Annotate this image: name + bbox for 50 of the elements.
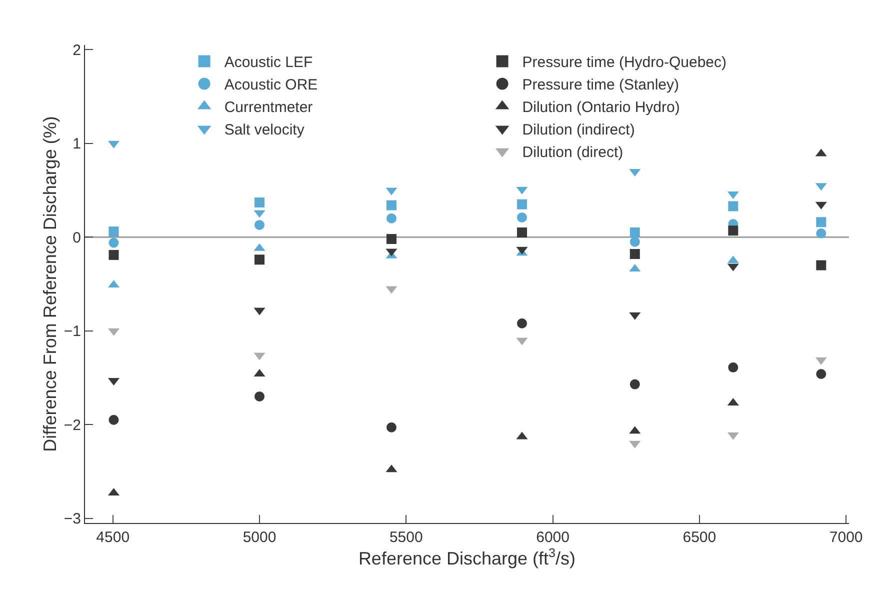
legend-label: Dilution (indirect) <box>522 122 635 139</box>
point <box>630 379 640 390</box>
x-tick-label: 7000 <box>829 529 863 546</box>
y-tick-label: −3 <box>64 510 81 528</box>
x-tick-label: 4500 <box>96 529 130 546</box>
y-tick-label: −2 <box>64 416 81 434</box>
point <box>108 238 119 248</box>
legend-label: Dilution (Ontario Hydro) <box>522 99 680 116</box>
point <box>728 226 738 236</box>
point <box>254 220 264 230</box>
point <box>728 201 738 212</box>
point <box>386 213 396 224</box>
legend-label: Dilution (direct) <box>522 144 624 162</box>
point <box>516 227 527 238</box>
point <box>728 362 738 372</box>
y-axis-title: Difference From Reference Discharge (%) <box>40 116 60 452</box>
point <box>630 249 640 260</box>
point <box>516 199 527 210</box>
y-tick-label: 2 <box>72 42 81 59</box>
point <box>816 260 826 270</box>
legend-label: Pressure time (Hydro-Quebec) <box>522 54 727 72</box>
legend-label: Salt velocity <box>224 122 305 139</box>
point <box>816 368 826 379</box>
x-tick-label: 5500 <box>389 529 423 546</box>
point <box>516 318 527 328</box>
y-tick-label: 1 <box>72 136 81 153</box>
x-tick-label: 6500 <box>682 529 716 546</box>
legend-label: Acoustic ORE <box>224 76 318 94</box>
point <box>816 228 826 238</box>
point <box>254 254 264 265</box>
legend-label: Acoustic LEF <box>224 54 313 72</box>
point <box>108 414 119 425</box>
x-tick-label: 5000 <box>242 529 276 546</box>
x-axis-title: Reference Discharge (ft$^{3}$/s) <box>358 546 576 569</box>
point <box>108 226 119 237</box>
point <box>630 236 640 247</box>
y-tick-label: 0 <box>72 229 81 246</box>
point <box>108 250 119 260</box>
legend-label: Currentmeter <box>224 99 313 116</box>
point <box>254 391 264 402</box>
point <box>630 227 640 238</box>
point <box>386 200 396 210</box>
point <box>386 422 396 432</box>
y-tick-label: −1 <box>64 323 81 340</box>
point <box>816 217 826 228</box>
legend-label: Pressure time (Stanley) <box>522 76 679 94</box>
point <box>254 197 264 208</box>
x-tick-label: 6000 <box>536 529 570 546</box>
point <box>386 234 396 244</box>
point <box>516 212 527 222</box>
